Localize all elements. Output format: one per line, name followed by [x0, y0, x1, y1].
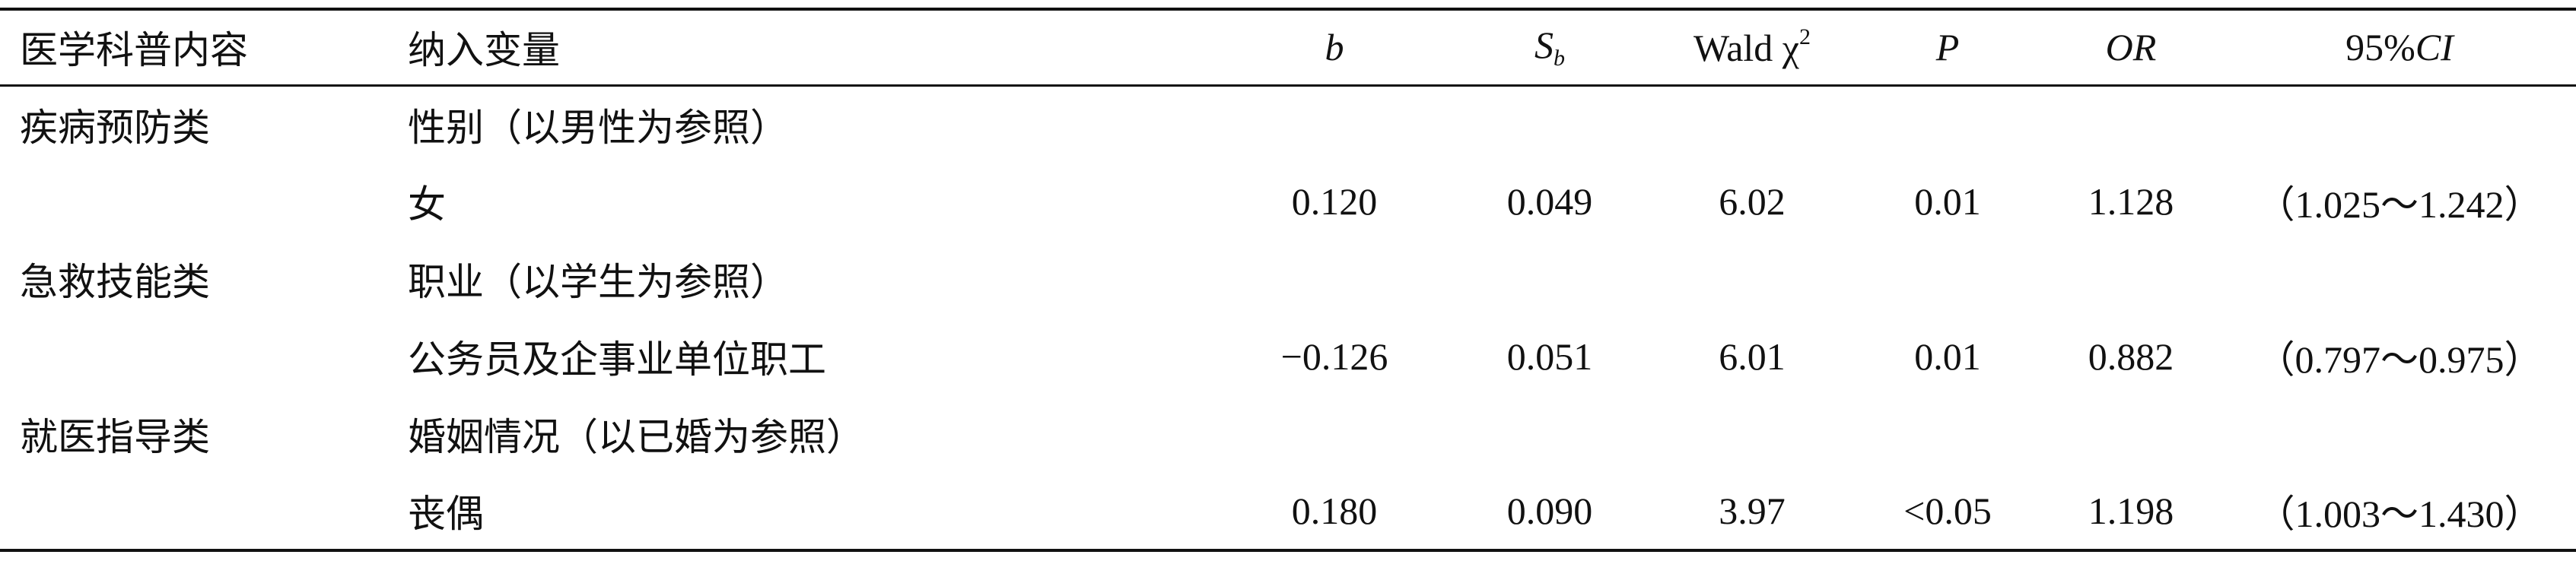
- table-cell: [1217, 395, 1452, 473]
- table-cell: 疾病预防类: [20, 106, 210, 149]
- table-cell: [1856, 395, 2039, 473]
- regression-table: 医学科普内容 纳入变量 b Sb Wald χ2 P OR 95%CI 疾病预防…: [0, 8, 2576, 552]
- table-row: 丧偶 0.180 0.090 3.97 <0.05 1.198 （1.003～1.430）: [0, 473, 2576, 550]
- table-cell: [1452, 395, 1648, 473]
- table-cell: 0.120: [1291, 180, 1378, 223]
- table-cell: （1.025～1.242）: [2256, 183, 2543, 226]
- table-cell: 性别（以男性为参照）: [408, 106, 788, 149]
- table-cell: [1648, 395, 1856, 473]
- header-text: P: [1935, 26, 1960, 69]
- table-cell: [0, 318, 408, 395]
- table-cell: <0.05: [1903, 490, 1992, 532]
- header-cell: P: [1856, 9, 2039, 85]
- table-cell: [2039, 240, 2223, 318]
- table-cell: [0, 473, 408, 550]
- header-subscript: b: [1554, 46, 1565, 71]
- table-cell: [2223, 85, 2576, 163]
- header-text: S: [1534, 24, 1554, 67]
- header-cell: 医学科普内容: [20, 29, 248, 72]
- table-cell: 6.02: [1719, 180, 1786, 223]
- header-cell: b: [1217, 9, 1452, 85]
- table-cell: 职业（以学生为参照）: [408, 261, 788, 303]
- table-cell: 0.049: [1506, 180, 1593, 223]
- table-cell: 就医指导类: [20, 416, 210, 458]
- header-row: 医学科普内容 纳入变量 b Sb Wald χ2 P OR 95%CI: [0, 9, 2576, 85]
- table-cell: 丧偶: [408, 493, 484, 535]
- header-text: 95%: [2345, 26, 2415, 69]
- table-cell: 女: [408, 183, 446, 226]
- table-cell: （0.797～0.975）: [2256, 338, 2543, 381]
- table-cell: −0.126: [1280, 335, 1388, 378]
- header-cell: 纳入变量: [408, 29, 560, 72]
- table-cell: 3.97: [1719, 490, 1786, 532]
- table-row: 公务员及企事业单位职工 −0.126 0.051 6.01 0.01 0.882 （0.79…: [0, 318, 2576, 395]
- header-text: Wald χ: [1693, 27, 1799, 70]
- table-cell: 急救技能类: [20, 261, 210, 303]
- table-cell: 0.090: [1506, 490, 1593, 532]
- table-body: 疾病预防类 性别（以男性为参照） 女 0.120 0.049 6.02 0.01 1.128 （…: [0, 85, 2576, 550]
- table-cell: 0.051: [1506, 335, 1593, 378]
- table-cell: 婚姻情况（以已婚为参照）: [408, 416, 864, 458]
- header-cell: Sb: [1452, 9, 1648, 85]
- table-row: 女 0.120 0.049 6.02 0.01 1.128 （1.025～1.242）: [0, 163, 2576, 240]
- table-cell: 0.882: [2088, 335, 2174, 378]
- table-cell: [2223, 395, 2576, 473]
- header-text: OR: [2105, 26, 2157, 69]
- table-cell: [1856, 85, 2039, 163]
- table-cell: 0.01: [1914, 180, 1981, 223]
- table-cell: 公务员及企事业单位职工: [408, 338, 826, 381]
- header-text: b: [1325, 26, 1344, 69]
- table-cell: [1217, 240, 1452, 318]
- table-cell: [0, 163, 408, 240]
- table-row: 疾病预防类 性别（以男性为参照）: [0, 85, 2576, 163]
- table-cell: [2039, 395, 2223, 473]
- table-row: 就医指导类 婚姻情况（以已婚为参照）: [0, 395, 2576, 473]
- table-cell: （1.003～1.430）: [2256, 493, 2543, 535]
- table-row: 急救技能类 职业（以学生为参照）: [0, 240, 2576, 318]
- header-cell: Wald χ2: [1648, 9, 1856, 85]
- table-cell: [1648, 85, 1856, 163]
- header-superscript: 2: [1798, 24, 1811, 50]
- header-text: CI: [2415, 26, 2454, 69]
- table-cell: [1217, 85, 1452, 163]
- table-cell: [2039, 85, 2223, 163]
- table-cell: [2223, 240, 2576, 318]
- table-cell: [1648, 240, 1856, 318]
- table-cell: 1.198: [2088, 490, 2174, 532]
- header-cell: 95%CI: [2223, 9, 2576, 85]
- table-cell: 0.01: [1914, 335, 1981, 378]
- header-cell: OR: [2039, 9, 2223, 85]
- table-cell: 6.01: [1719, 335, 1786, 378]
- table-cell: [1452, 85, 1648, 163]
- table-cell: 1.128: [2088, 180, 2174, 223]
- table-cell: 0.180: [1291, 490, 1378, 532]
- table-cell: [1452, 240, 1648, 318]
- table-cell: [1856, 240, 2039, 318]
